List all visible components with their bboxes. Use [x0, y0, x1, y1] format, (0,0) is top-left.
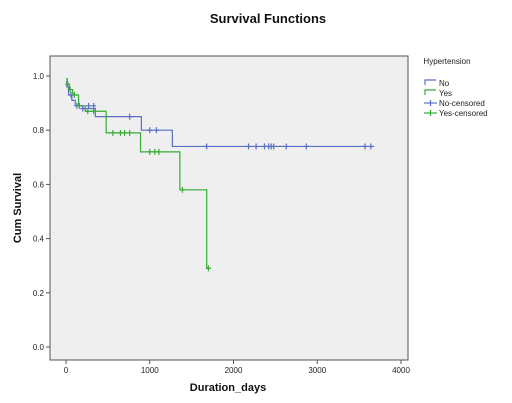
legend-title: Hypertension — [423, 57, 470, 66]
x-tick-label: 2000 — [225, 366, 243, 375]
censor-mark-yes-censored — [122, 129, 128, 136]
censor-mark-yes-censored — [91, 108, 97, 115]
x-tick-label: 0 — [64, 366, 69, 375]
legend-swatch — [424, 89, 436, 95]
censor-mark-no-censored — [204, 143, 210, 150]
legend-entry-no-censored: No-censored — [424, 99, 485, 108]
series-line-yes — [66, 78, 211, 270]
chart-title: Survival Functions — [210, 11, 326, 26]
censor-mark-no-censored — [127, 113, 133, 120]
censor-mark-yes-censored — [71, 91, 77, 98]
censor-mark-yes-censored — [67, 86, 73, 93]
censor-mark-yes-censored — [117, 129, 123, 136]
y-tick-label: 0.6 — [33, 180, 45, 189]
censor-mark-yes-censored — [85, 108, 91, 115]
plot-layer: 0 1000 2000 3000 4000 0.0 0.2 0.4 0.6 0.8 1.0 — [33, 55, 410, 375]
legend-entry-yes: Yes — [424, 89, 452, 98]
censor-mark-no-censored — [253, 143, 259, 150]
censor-mark-no-censored — [246, 143, 252, 150]
censor-mark-no-censored — [362, 143, 368, 150]
censor-mark-no-censored — [147, 127, 153, 134]
censor-mark-yes-censored — [179, 186, 185, 193]
censor-mark-yes-censored — [152, 148, 158, 155]
x-axis-label: Duration_days — [190, 382, 266, 394]
censor-mark-yes-censored — [156, 148, 162, 155]
y-tick-label: 0.4 — [33, 235, 45, 244]
censor-mark-no-censored — [368, 143, 374, 150]
censor-mark-yes-censored — [205, 265, 211, 272]
censor-mark-yes-censored — [127, 129, 133, 136]
legend-entry-no: No — [424, 79, 450, 88]
legend-swatch — [424, 79, 436, 85]
y-axis-label: Cum Survival — [12, 173, 24, 243]
x-tick-label: 1000 — [141, 366, 159, 375]
censor-mark-no-censored — [261, 143, 267, 150]
censor-mark-no-censored — [271, 143, 277, 150]
legend-label: Yes — [439, 89, 452, 98]
x-tick-label: 4000 — [392, 366, 410, 375]
censor-mark-yes-censored — [147, 148, 153, 155]
y-tick-label: 1.0 — [33, 72, 45, 81]
y-tick-label: 0.0 — [33, 343, 45, 352]
censor-mark-no-censored — [86, 102, 92, 109]
legend-entry-yes-censored: Yes-censored — [424, 109, 488, 118]
censor-mark-yes-censored — [110, 129, 116, 136]
censor-mark-no-censored — [91, 102, 97, 109]
censor-mark-yes-censored — [76, 102, 82, 109]
censor-mark-no-censored — [153, 127, 159, 134]
x-tick-label: 3000 — [308, 366, 326, 375]
y-tick-label: 0.2 — [33, 289, 45, 298]
legend-label: No — [439, 79, 450, 88]
censor-mark-yes-censored — [65, 81, 71, 88]
y-tick-label: 0.8 — [33, 126, 45, 135]
plot-area — [49, 55, 409, 361]
censor-mark-no-censored — [283, 143, 289, 150]
censor-mark-no-censored — [303, 143, 309, 150]
legend-label: Yes-censored — [439, 109, 488, 118]
censor-mark-no-censored — [80, 105, 86, 112]
legend-label: No-censored — [439, 99, 485, 108]
